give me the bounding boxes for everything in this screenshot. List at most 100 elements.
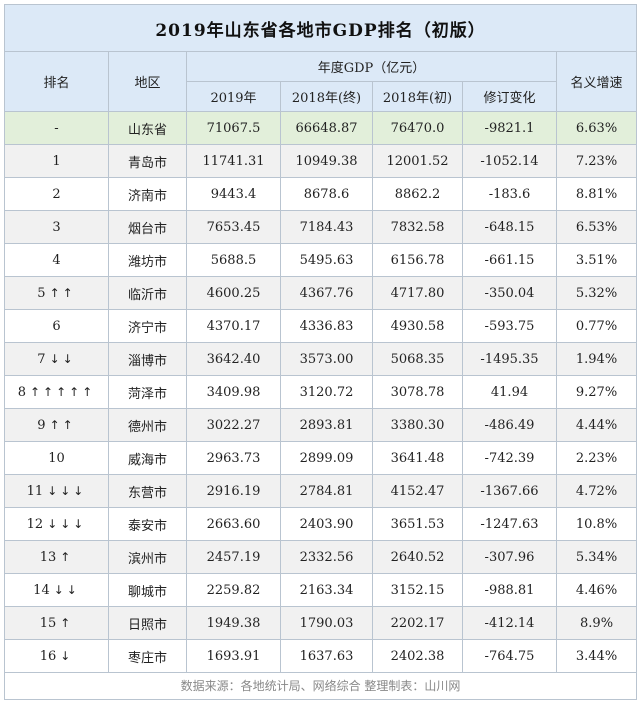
gdp-2019-cell: 2259.82	[186, 573, 281, 607]
rank-change-arrows: ↑↑	[49, 417, 76, 432]
region-cell: 山东省	[108, 111, 187, 145]
table-row: 13 ↑ 滨州市 2457.19 2332.56 2640.52 -307.96 5.34%	[4, 540, 638, 574]
gdp-2018-final-cell: 10949.38	[280, 144, 373, 178]
region-cell: 淄博市	[108, 342, 187, 376]
growth-cell: 7.23%	[555, 144, 638, 178]
growth-cell: 1.94%	[555, 342, 638, 376]
header-gdp-group: 年度GDP（亿元）	[186, 51, 557, 82]
rank-number: 8	[17, 384, 26, 400]
region-cell: 青岛市	[108, 144, 187, 178]
region-cell: 临沂市	[108, 276, 187, 310]
gdp-2018-final-cell: 3120.72	[280, 375, 373, 409]
gdp-2018-initial-cell: 76470.0	[372, 111, 463, 145]
rank-number: 12	[26, 516, 44, 532]
gdp-2018-initial-cell: 12001.52	[372, 144, 463, 178]
rank-number: 5	[37, 285, 46, 301]
table-row: 12 ↓↓↓ 泰安市 2663.60 2403.90 3651.53 -1247.63 10.…	[4, 507, 638, 541]
region-cell: 烟台市	[108, 210, 187, 244]
growth-cell: 3.44%	[555, 639, 638, 673]
rank-cell: 4	[4, 243, 109, 277]
gdp-2018-final-cell: 3573.00	[280, 342, 373, 376]
growth-cell: 4.46%	[555, 573, 638, 607]
table-title: 2019年山东省各地市GDP排名（初版）	[3, 4, 638, 52]
revision-cell: -1052.14	[462, 144, 557, 178]
rank-number: 15	[39, 615, 57, 631]
growth-cell: 9.27%	[555, 375, 638, 409]
gdp-2018-initial-cell: 3651.53	[372, 507, 463, 541]
growth-cell: 6.53%	[555, 210, 638, 244]
table-row: 1 青岛市 11741.31 10949.38 12001.52 -1052.14 7.23…	[4, 144, 638, 178]
revision-cell: -764.75	[462, 639, 557, 673]
region-cell: 泰安市	[108, 507, 187, 541]
rank-cell: 6	[4, 309, 109, 343]
gdp-2018-initial-cell: 2640.52	[372, 540, 463, 574]
rank-change-arrows: ↑	[60, 615, 74, 630]
gdp-2018-initial-cell: 6156.78	[372, 243, 463, 277]
table-row: 3 烟台市 7653.45 7184.43 7832.58 -648.15 6.53%	[4, 210, 638, 244]
revision-cell: 41.94	[462, 375, 557, 409]
rank-change-arrows: ↓	[60, 648, 74, 663]
rank-cell: 15 ↑	[4, 606, 109, 640]
gdp-2018-initial-cell: 3641.48	[372, 441, 463, 475]
gdp-2018-final-cell: 2403.90	[280, 507, 373, 541]
rank-number: 14	[33, 582, 50, 598]
gdp-2018-final-cell: 66648.87	[280, 111, 373, 145]
gdp-2018-final-cell: 2899.09	[280, 441, 373, 475]
rank-change-arrows: ↑↑↑↑↑	[30, 384, 96, 399]
region-cell: 枣庄市	[108, 639, 187, 673]
revision-cell: -1495.35	[462, 342, 557, 376]
gdp-2019-cell: 3642.40	[186, 342, 281, 376]
gdp-2019-cell: 2963.73	[186, 441, 281, 475]
gdp-2018-initial-cell: 4717.80	[372, 276, 463, 310]
region-cell: 德州市	[108, 408, 187, 442]
rank-cell: 14 ↓↓	[4, 573, 109, 607]
gdp-2018-final-cell: 1637.63	[280, 639, 373, 673]
revision-cell: -1247.63	[462, 507, 557, 541]
rank-cell: 11 ↓↓↓	[4, 474, 109, 508]
gdp-2019-cell: 4370.17	[186, 309, 281, 343]
table-row: 11 ↓↓↓ 东营市 2916.19 2784.81 4152.47 -1367.66 4.7…	[4, 474, 638, 508]
gdp-2019-cell: 71067.5	[186, 111, 281, 145]
rank-cell: 9 ↑↑	[4, 408, 109, 442]
revision-cell: -988.81	[462, 573, 557, 607]
region-cell: 潍坊市	[108, 243, 187, 277]
rank-cell: -	[4, 111, 109, 145]
rank-change-arrows: ↓↓↓	[47, 483, 87, 498]
header-region: 地区	[108, 51, 187, 112]
gdp-ranking-table: 2019年山东省各地市GDP排名（初版） 排名 地区 年度GDP（亿元） 名义增…	[3, 4, 638, 700]
header-2019: 2019年	[186, 81, 281, 112]
rank-cell: 7 ↓↓	[4, 342, 109, 376]
gdp-2018-final-cell: 7184.43	[280, 210, 373, 244]
gdp-2018-initial-cell: 5068.35	[372, 342, 463, 376]
revision-cell: -412.14	[462, 606, 557, 640]
gdp-2018-initial-cell: 2202.17	[372, 606, 463, 640]
gdp-2019-cell: 2457.19	[186, 540, 281, 574]
growth-cell: 10.8%	[555, 507, 638, 541]
growth-cell: 3.51%	[555, 243, 638, 277]
rank-change-arrows: ↑	[60, 549, 74, 564]
rank-number: 13	[39, 549, 57, 565]
province-total-row: - 山东省 71067.5 66648.87 76470.0 -9821.1 6.63%	[4, 111, 638, 145]
gdp-2019-cell: 5688.5	[186, 243, 281, 277]
gdp-2018-final-cell: 4336.83	[280, 309, 373, 343]
table-row: 16 ↓ 枣庄市 1693.91 1637.63 2402.38 -764.75 3.44%	[4, 639, 638, 673]
table-row: 4 潍坊市 5688.5 5495.63 6156.78 -661.15 3.51%	[4, 243, 638, 277]
growth-cell: 2.23%	[555, 441, 638, 475]
region-cell: 济南市	[108, 177, 187, 211]
growth-cell: 4.44%	[555, 408, 638, 442]
table-body: - 山东省 71067.5 66648.87 76470.0 -9821.1 6.63% 1 青…	[4, 111, 638, 673]
rank-number: 16	[39, 648, 57, 664]
header-growth: 名义增速	[555, 51, 638, 112]
region-cell: 日照市	[108, 606, 187, 640]
rank-cell: 8 ↑↑↑↑↑	[4, 375, 109, 409]
gdp-2018-final-cell: 2163.34	[280, 573, 373, 607]
region-cell: 滨州市	[108, 540, 187, 574]
revision-cell: -661.15	[462, 243, 557, 277]
region-cell: 菏泽市	[108, 375, 187, 409]
table-row: 2 济南市 9443.4 8678.6 8862.2 -183.6 8.81%	[4, 177, 638, 211]
table-row: 6 济宁市 4370.17 4336.83 4930.58 -593.75 0.77%	[4, 309, 638, 343]
header-rank: 排名	[4, 51, 109, 112]
gdp-2018-final-cell: 2332.56	[280, 540, 373, 574]
revision-cell: -9821.1	[462, 111, 557, 145]
region-cell: 东营市	[108, 474, 187, 508]
